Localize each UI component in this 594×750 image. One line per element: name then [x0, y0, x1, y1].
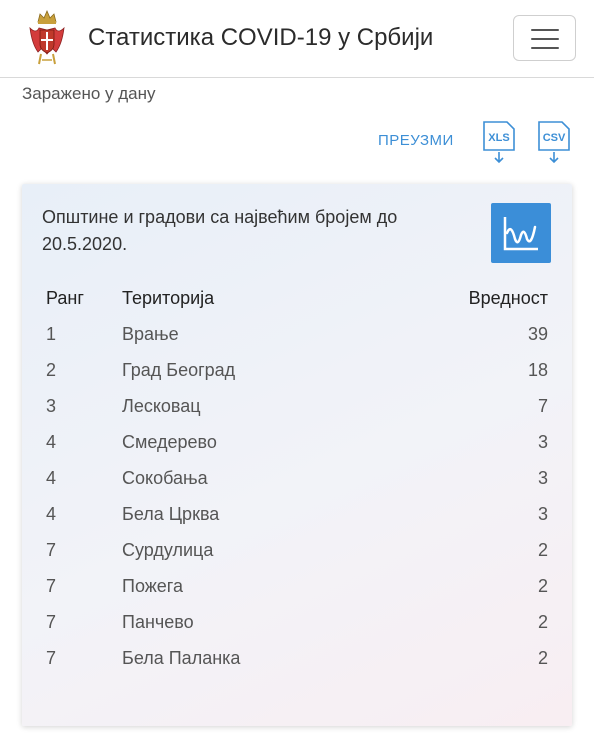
row-rank: 7: [46, 576, 57, 596]
xls-label: XLS: [488, 132, 509, 144]
row-territory: Бела Црква: [122, 504, 220, 524]
row-territory: Панчево: [122, 612, 194, 632]
row-rank: 3: [46, 396, 57, 416]
row-rank: 1: [46, 324, 57, 344]
table-row: 2 Град Београд 18: [22, 360, 572, 396]
line-chart-icon: [503, 217, 538, 251]
hamburger-menu-icon-bar: [531, 38, 559, 40]
app-header: Статистика COVID-19 у Србији: [0, 0, 594, 78]
page-subtitle: Заражено у дану: [22, 84, 156, 103]
row-value: 2: [537, 648, 548, 668]
table-row: 7 Пожега 2: [22, 576, 572, 612]
row-rank: 2: [46, 360, 57, 380]
row-territory: Бела Паланка: [122, 648, 241, 668]
column-header-value: Вредност: [468, 288, 548, 308]
row-territory: Сокобања: [122, 468, 208, 488]
row-rank: 7: [46, 540, 57, 560]
hamburger-menu-icon-bar: [531, 47, 559, 49]
row-territory: Лесковац: [122, 396, 201, 416]
row-rank: 4: [46, 504, 57, 524]
row-value: 2: [537, 576, 548, 596]
hamburger-menu-button[interactable]: [513, 15, 576, 61]
row-value: 3: [537, 432, 548, 452]
column-header-rank: Ранг: [46, 288, 84, 308]
download-label[interactable]: ПРЕУЗМИ: [378, 132, 454, 149]
row-value: 18: [527, 360, 548, 380]
row-territory: Смедерево: [122, 432, 217, 452]
table-row: 1 Врање 39: [22, 324, 572, 360]
row-value: 3: [537, 504, 548, 524]
table-row: 4 Смедерево 3: [22, 432, 572, 468]
table-row: 7 Сурдулица 2: [22, 540, 572, 576]
row-territory: Врање: [122, 324, 179, 344]
row-rank: 4: [46, 432, 57, 452]
row-territory: Пожега: [122, 576, 183, 596]
row-value: 2: [537, 612, 548, 632]
xls-download-icon[interactable]: XLS: [479, 120, 517, 164]
card-title: Општине и градови са највећим бројем до …: [42, 207, 398, 254]
column-header-territory: Територија: [122, 288, 215, 308]
table-row: 4 Бела Црква 3: [22, 504, 572, 540]
row-rank: 7: [46, 648, 57, 668]
csv-label: CSV: [543, 132, 566, 144]
row-rank: 7: [46, 612, 57, 632]
table-row: 7 Панчево 2: [22, 612, 572, 648]
csv-download-icon[interactable]: CSV: [534, 120, 572, 164]
row-rank: 4: [46, 468, 57, 488]
table-row: 3 Лесковац 7: [22, 396, 572, 432]
ranking-card: Општине и градови са највећим бројем до …: [22, 184, 572, 726]
serbia-coat-of-arms-icon[interactable]: [28, 8, 66, 70]
row-territory: Град Београд: [122, 360, 236, 380]
table-row: 7 Бела Паланка 2: [22, 648, 572, 684]
hamburger-menu-icon: [531, 29, 559, 31]
table-row: 4 Сокобања 3: [22, 468, 572, 504]
app-title: Статистика COVID-19 у Србији: [88, 24, 434, 51]
row-value: 7: [537, 396, 548, 416]
row-value: 3: [537, 468, 548, 488]
row-territory: Сурдулица: [122, 540, 214, 560]
row-value: 2: [537, 540, 548, 560]
row-value: 39: [527, 324, 548, 344]
show-chart-button[interactable]: [491, 203, 551, 263]
